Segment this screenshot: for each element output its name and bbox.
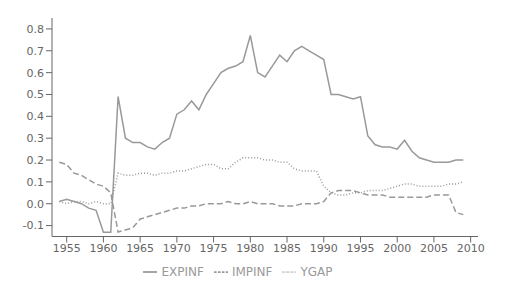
svg-text:2000: 2000 — [383, 242, 411, 255]
html-text:IMPINF: IMPINF — [231, 264, 273, 279]
svg-text:1965: 1965 — [126, 242, 154, 255]
svg-text:0.7: 0.7 — [27, 45, 45, 58]
svg-text:1980: 1980 — [236, 242, 264, 255]
svg-text:2010: 2010 — [457, 242, 485, 255]
svg-text:1975: 1975 — [200, 242, 228, 255]
svg-text:0.6: 0.6 — [27, 67, 45, 80]
svg-text:0.0: 0.0 — [27, 198, 45, 211]
svg-text:0.8: 0.8 — [27, 23, 45, 36]
svg-text:1995: 1995 — [346, 242, 374, 255]
svg-text:0.5: 0.5 — [27, 88, 45, 101]
svg-text:1955: 1955 — [53, 242, 81, 255]
svg-text:2005: 2005 — [420, 242, 448, 255]
svg-text:0.4: 0.4 — [27, 110, 45, 123]
svg-text:1970: 1970 — [163, 242, 191, 255]
html-text:EXPINF: EXPINF — [161, 264, 204, 279]
html-text:YGAP: YGAP — [300, 264, 333, 279]
svg-text:-0.1: -0.1 — [23, 219, 44, 232]
svg-text:0.2: 0.2 — [27, 154, 45, 167]
svg-text:0.1: 0.1 — [27, 176, 45, 189]
svg-text:0.3: 0.3 — [27, 132, 45, 145]
svg-text:1990: 1990 — [310, 242, 338, 255]
svg-text:1960: 1960 — [89, 242, 117, 255]
svg-text:1985: 1985 — [273, 242, 301, 255]
